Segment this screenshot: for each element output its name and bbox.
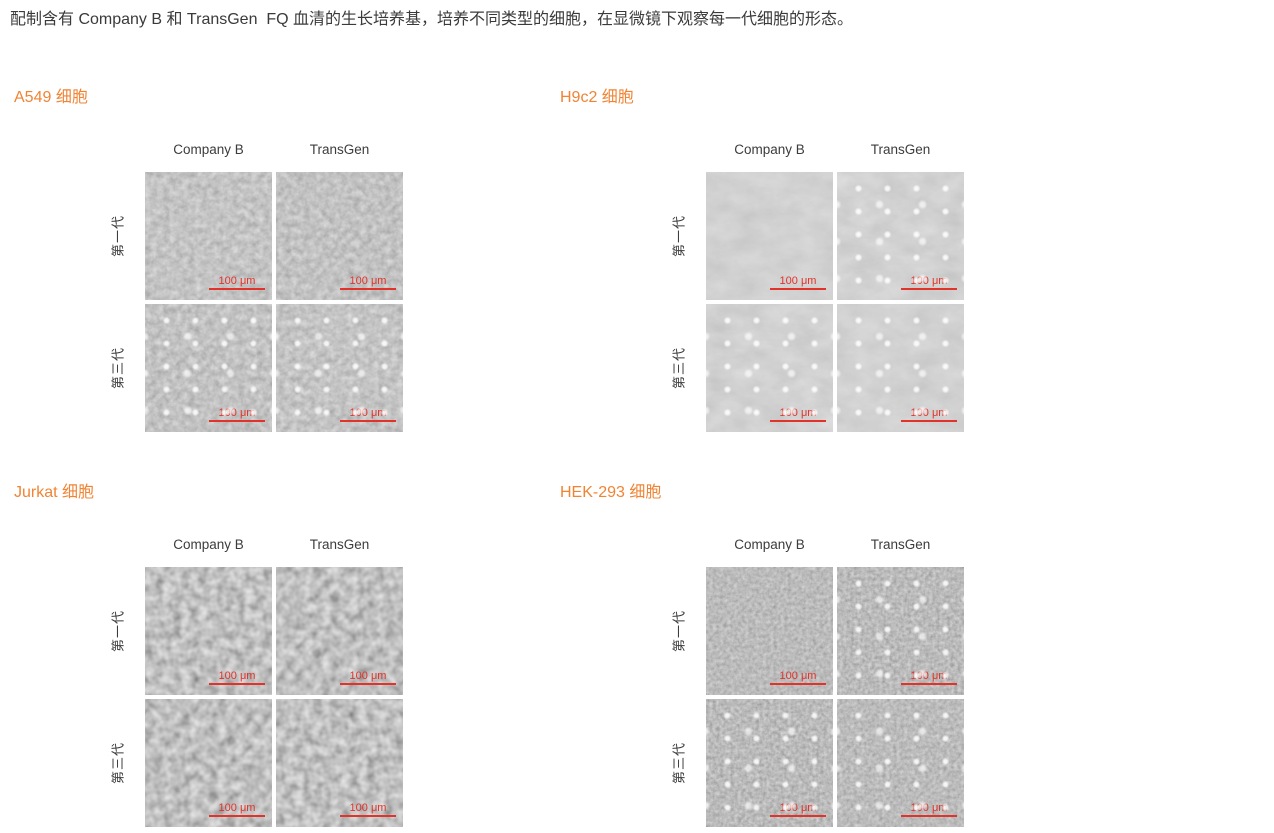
scale-bar-label: 100 μm: [349, 275, 387, 287]
scale-bar-label: 100 μm: [349, 407, 387, 419]
section-title-hek-293: HEK-293 细胞: [560, 484, 662, 501]
section-jurkat: Jurkat 细胞 Company B TransGen 第一代 第三代 100…: [0, 473, 440, 833]
row-label-passage-1: 第一代: [671, 609, 687, 653]
micrograph-jurkat-p1-transgen: 100 μm: [276, 567, 403, 695]
row-label-passage-1: 第一代: [110, 609, 126, 653]
section-hek-293: HEK-293 细胞 Company B TransGen 第一代 第三代 10…: [560, 473, 1001, 833]
section-h9c2: H9c2 细胞 Company B TransGen 第一代 第三代 100 μ…: [560, 78, 1001, 438]
scale-bar-label: 100 μm: [218, 670, 256, 682]
scale-bar: 100 μm: [770, 407, 826, 422]
scale-bar-label: 100 μm: [218, 407, 256, 419]
scale-bar-label: 100 μm: [218, 802, 256, 814]
scale-bar: 100 μm: [209, 670, 265, 685]
scale-bar-label: 100 μm: [910, 275, 948, 287]
scale-bar-label: 100 μm: [910, 802, 948, 814]
row-label-passage-3: 第三代: [110, 346, 126, 390]
section-title-jurkat: Jurkat 细胞: [14, 484, 95, 501]
column-header-transgen: TransGen: [870, 537, 931, 552]
scale-bar-label: 100 μm: [349, 670, 387, 682]
scale-bar-label: 100 μm: [779, 670, 817, 682]
micrograph-a549-p1-transgen: 100 μm: [276, 172, 403, 300]
scale-bar: 100 μm: [209, 802, 265, 817]
scale-bar: 100 μm: [770, 275, 826, 290]
scale-bar: 100 μm: [901, 275, 957, 290]
scale-bar: 100 μm: [901, 407, 957, 422]
column-header-company-b: Company B: [173, 142, 244, 157]
micrograph-h9c2-p1-transgen: 100 μm: [837, 172, 964, 300]
scale-bar-label: 100 μm: [779, 407, 817, 419]
scale-bar: 100 μm: [770, 802, 826, 817]
row-label-passage-3: 第三代: [110, 741, 126, 785]
micrograph-jurkat-p3-company-b: 100 μm: [145, 699, 272, 827]
micrograph-jurkat-p1-company-b: 100 μm: [145, 567, 272, 695]
micrograph-h9c2-p3-company-b: 100 μm: [706, 304, 833, 432]
section-title-a549: A549 细胞: [14, 89, 88, 106]
column-header-transgen: TransGen: [309, 537, 370, 552]
section-title-h9c2: H9c2 细胞: [560, 89, 634, 106]
column-header-company-b: Company B: [734, 537, 805, 552]
scale-bar: 100 μm: [340, 670, 396, 685]
column-header-company-b: Company B: [734, 142, 805, 157]
micrograph-hek293-p3-company-b: 100 μm: [706, 699, 833, 827]
intro-text: 配制含有 Company B 和 TransGen FQ 血清的生长培养基，培养…: [10, 11, 854, 28]
micrograph-hek293-p1-company-b: 100 μm: [706, 567, 833, 695]
scale-bar: 100 μm: [770, 670, 826, 685]
micrograph-a549-p3-company-b: 100 μm: [145, 304, 272, 432]
scale-bar: 100 μm: [209, 407, 265, 422]
scale-bar: 100 μm: [340, 407, 396, 422]
row-label-passage-3: 第三代: [671, 741, 687, 785]
scale-bar: 100 μm: [340, 802, 396, 817]
scale-bar-label: 100 μm: [349, 802, 387, 814]
scale-bar: 100 μm: [901, 802, 957, 817]
column-header-company-b: Company B: [173, 537, 244, 552]
scale-bar-label: 100 μm: [910, 670, 948, 682]
micrograph-hek293-p3-transgen: 100 μm: [837, 699, 964, 827]
scale-bar: 100 μm: [901, 670, 957, 685]
micrograph-hek293-p1-transgen: 100 μm: [837, 567, 964, 695]
scale-bar-label: 100 μm: [218, 275, 256, 287]
section-a549: A549 细胞 Company B TransGen 第一代 第三代 100 μ…: [0, 78, 440, 438]
micrograph-a549-p3-transgen: 100 μm: [276, 304, 403, 432]
scale-bar: 100 μm: [340, 275, 396, 290]
micrograph-a549-p1-company-b: 100 μm: [145, 172, 272, 300]
micrograph-jurkat-p3-transgen: 100 μm: [276, 699, 403, 827]
scale-bar-label: 100 μm: [779, 275, 817, 287]
row-label-passage-1: 第一代: [110, 214, 126, 258]
column-header-transgen: TransGen: [309, 142, 370, 157]
micrograph-h9c2-p1-company-b: 100 μm: [706, 172, 833, 300]
scale-bar-label: 100 μm: [910, 407, 948, 419]
column-header-transgen: TransGen: [870, 142, 931, 157]
scale-bar-label: 100 μm: [779, 802, 817, 814]
micrograph-h9c2-p3-transgen: 100 μm: [837, 304, 964, 432]
scale-bar: 100 μm: [209, 275, 265, 290]
row-label-passage-3: 第三代: [671, 346, 687, 390]
row-label-passage-1: 第一代: [671, 214, 687, 258]
